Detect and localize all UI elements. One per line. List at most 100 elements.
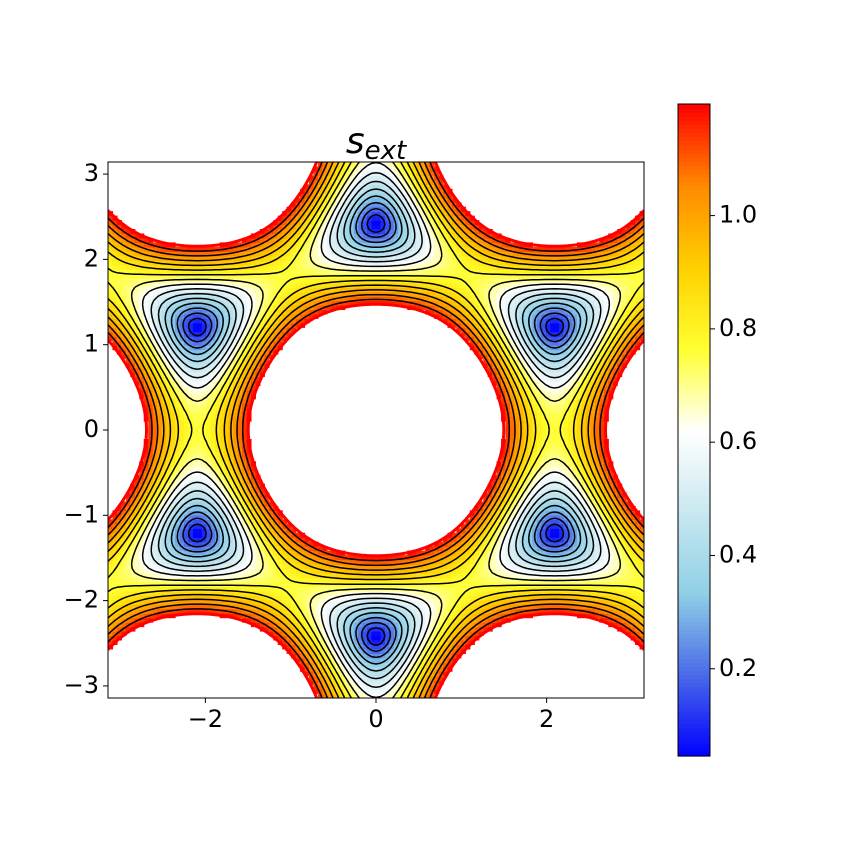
heatmap-cell	[183, 465, 189, 471]
heatmap-cell	[148, 608, 154, 614]
heatmap-cell	[541, 425, 547, 431]
heatmap-cell	[152, 371, 158, 377]
heatmap-cell	[183, 376, 189, 382]
heatmap-cell	[599, 380, 605, 386]
heatmap-cell	[362, 644, 368, 650]
heatmap-cell	[501, 559, 507, 565]
heatmap-cell	[599, 497, 605, 503]
heatmap-cell	[112, 519, 118, 525]
heatmap-cell	[411, 675, 417, 681]
heatmap-cell	[183, 599, 189, 605]
heatmap-cell	[568, 434, 574, 440]
heatmap-cell	[496, 514, 502, 520]
heatmap-cell	[134, 581, 140, 587]
heatmap-cell	[309, 666, 315, 672]
heatmap-cell	[518, 505, 524, 511]
heatmap-cell	[639, 581, 644, 587]
heatmap-cell	[393, 657, 399, 663]
heatmap-cell	[206, 559, 212, 565]
heatmap-cell	[393, 675, 399, 681]
heatmap-cell	[590, 403, 596, 409]
heatmap-cell	[523, 541, 529, 547]
heatmap-cell	[362, 635, 368, 641]
heatmap-cell	[277, 546, 283, 552]
heatmap-cell	[317, 572, 323, 578]
heatmap-cell	[420, 644, 426, 650]
heatmap-cell	[599, 425, 605, 431]
heatmap-cell	[125, 510, 131, 516]
heatmap-cell	[143, 385, 149, 391]
heatmap-cell	[130, 604, 136, 610]
heatmap-cell	[554, 465, 560, 471]
heatmap-cell	[161, 488, 167, 494]
heatmap-cell	[585, 541, 591, 547]
heatmap-cell	[550, 434, 556, 440]
heatmap-cell	[501, 407, 507, 413]
heatmap-cell	[192, 434, 198, 440]
heatmap-cell	[340, 572, 346, 578]
heatmap-cell	[474, 595, 480, 601]
heatmap-cell	[116, 568, 122, 574]
heatmap-cell	[523, 430, 529, 436]
heatmap-cell	[152, 412, 158, 418]
heatmap-cell	[443, 644, 449, 650]
heatmap-cell	[635, 586, 641, 592]
heatmap-cell	[402, 622, 408, 628]
heatmap-cell	[559, 389, 565, 395]
heatmap-cell	[157, 389, 163, 395]
heatmap-cell	[139, 385, 145, 391]
heatmap-cell	[197, 403, 203, 409]
heatmap-cell	[577, 564, 583, 570]
heatmap-cell	[554, 434, 560, 440]
heatmap-cell	[175, 447, 181, 453]
heatmap-cell	[518, 389, 524, 395]
heatmap-cell	[603, 479, 609, 485]
heatmap-cell	[291, 626, 297, 632]
heatmap-cell	[313, 604, 319, 610]
heatmap-cell	[411, 648, 417, 654]
heatmap-cell	[550, 461, 556, 467]
heatmap-cell	[219, 505, 225, 511]
heatmap-cell	[554, 483, 560, 489]
heatmap-cell	[210, 541, 216, 547]
heatmap-cell	[581, 537, 587, 543]
heatmap-cell	[577, 474, 583, 480]
heatmap-cell	[286, 599, 292, 605]
heatmap-cell	[639, 564, 644, 570]
heatmap-cell	[554, 452, 560, 458]
heatmap-cell	[250, 483, 256, 489]
heatmap-cell	[134, 608, 140, 614]
heatmap-cell	[161, 367, 167, 373]
heatmap-cell	[603, 590, 609, 596]
heatmap-cell	[456, 568, 462, 574]
heatmap-cell	[309, 653, 315, 659]
heatmap-cell	[563, 385, 569, 391]
heatmap-cell	[590, 488, 596, 494]
heatmap-cell	[108, 595, 114, 601]
heatmap-cell	[603, 537, 609, 543]
heatmap-cell	[545, 371, 551, 377]
heatmap-cell	[550, 599, 556, 605]
heatmap-cell	[626, 577, 632, 583]
heatmap-cell	[183, 604, 189, 610]
heatmap-cell	[148, 434, 154, 440]
heatmap-cell	[259, 595, 265, 601]
heatmap-cell	[233, 581, 239, 587]
heatmap-cell	[313, 626, 319, 632]
heatmap-cell	[371, 653, 377, 659]
heatmap-cell	[577, 550, 583, 556]
heatmap-cell	[474, 586, 480, 592]
heatmap-cell	[581, 519, 587, 525]
heatmap-cell	[362, 666, 368, 672]
heatmap-cell	[228, 465, 234, 471]
heatmap-cell	[456, 635, 462, 641]
heatmap-cell	[585, 519, 591, 525]
heatmap-cell	[487, 488, 493, 494]
heatmap-cell	[572, 371, 578, 377]
heatmap-cell	[112, 590, 118, 596]
heatmap-cell	[201, 367, 207, 373]
heatmap-cell	[116, 514, 122, 520]
heatmap-cell	[183, 479, 189, 485]
heatmap-cell	[425, 622, 431, 628]
heatmap-cell	[139, 488, 145, 494]
